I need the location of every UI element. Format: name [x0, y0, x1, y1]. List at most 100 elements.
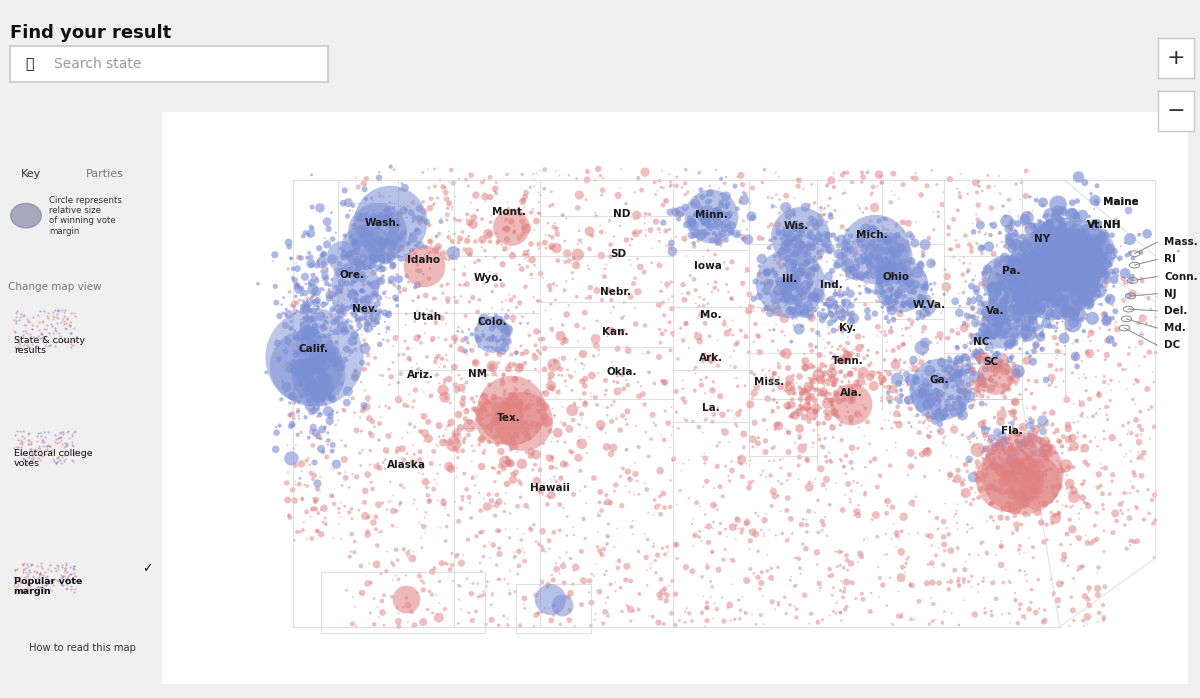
- Point: [1055, 257, 1074, 268]
- Point: [480, 436, 499, 447]
- Point: [442, 437, 461, 448]
- Point: [720, 554, 739, 565]
- Point: [1019, 375, 1038, 386]
- Point: [305, 355, 324, 366]
- Point: [779, 229, 798, 240]
- Point: [864, 262, 883, 274]
- Point: [1014, 439, 1033, 450]
- Point: [818, 570, 838, 581]
- Point: [997, 513, 1016, 524]
- Point: [733, 215, 752, 226]
- Point: [966, 430, 985, 441]
- Point: [346, 338, 365, 349]
- Point: [794, 385, 814, 396]
- Point: [479, 369, 498, 380]
- Point: [900, 314, 919, 325]
- Point: [1019, 299, 1038, 310]
- Point: [890, 366, 910, 378]
- Point: [532, 296, 551, 307]
- Point: [424, 446, 443, 457]
- Point: [385, 242, 404, 253]
- Point: [450, 369, 469, 380]
- Point: [472, 242, 491, 253]
- Point: [755, 280, 774, 291]
- Point: [380, 496, 400, 507]
- Point: [296, 381, 316, 392]
- Point: [966, 270, 985, 281]
- Point: [324, 304, 343, 315]
- Point: [361, 607, 380, 618]
- Point: [449, 452, 468, 463]
- Point: [1099, 325, 1118, 336]
- Point: [304, 503, 323, 514]
- Point: [979, 364, 998, 375]
- Point: [1012, 298, 1031, 309]
- Point: [326, 326, 346, 337]
- Point: [1135, 351, 1154, 362]
- Point: [1034, 447, 1054, 459]
- Point: [1067, 298, 1086, 309]
- Point: [966, 177, 985, 188]
- Point: [1002, 443, 1021, 454]
- Point: [365, 254, 384, 265]
- Point: [799, 268, 818, 279]
- Point: [517, 428, 536, 439]
- Point: [946, 357, 965, 368]
- Point: [1129, 229, 1148, 240]
- Point: [61, 569, 80, 580]
- Point: [1020, 318, 1039, 329]
- Point: [1046, 295, 1066, 306]
- Point: [990, 451, 1009, 462]
- Point: [335, 294, 354, 305]
- Point: [792, 306, 811, 317]
- Point: [497, 223, 516, 234]
- Point: [456, 346, 475, 357]
- Point: [959, 297, 978, 309]
- Point: [28, 430, 47, 441]
- Point: [358, 401, 377, 413]
- Point: [582, 391, 601, 402]
- Point: [895, 291, 914, 302]
- Point: [986, 320, 1006, 332]
- Point: [527, 475, 546, 487]
- Point: [286, 346, 305, 357]
- Point: [313, 367, 332, 378]
- Point: [652, 286, 671, 297]
- Point: [899, 218, 918, 229]
- Point: [1076, 279, 1096, 290]
- Point: [925, 415, 944, 426]
- Point: [541, 452, 560, 463]
- Point: [1004, 269, 1024, 281]
- Point: [373, 498, 392, 509]
- Point: [401, 245, 420, 256]
- Point: [1064, 440, 1084, 452]
- Point: [1019, 309, 1038, 320]
- Point: [1001, 445, 1020, 456]
- Point: [1002, 302, 1021, 313]
- Point: [1028, 228, 1048, 239]
- Point: [940, 351, 959, 362]
- Point: [985, 329, 1004, 341]
- Point: [995, 405, 1014, 416]
- Point: [818, 412, 838, 423]
- Point: [972, 374, 991, 385]
- Point: [498, 169, 517, 180]
- Point: [323, 297, 342, 309]
- Point: [947, 352, 966, 364]
- Point: [1030, 292, 1049, 303]
- Point: [832, 322, 851, 333]
- Point: [768, 290, 787, 301]
- Point: [1024, 319, 1043, 330]
- Point: [494, 611, 514, 622]
- Point: [1063, 296, 1082, 307]
- Point: [590, 487, 610, 498]
- Point: [889, 242, 908, 253]
- Point: [989, 271, 1008, 282]
- Point: [390, 286, 409, 297]
- Point: [942, 607, 961, 618]
- Point: [636, 224, 655, 235]
- Point: [1036, 257, 1055, 268]
- Point: [979, 322, 998, 334]
- Point: [280, 309, 299, 320]
- Point: [18, 434, 37, 445]
